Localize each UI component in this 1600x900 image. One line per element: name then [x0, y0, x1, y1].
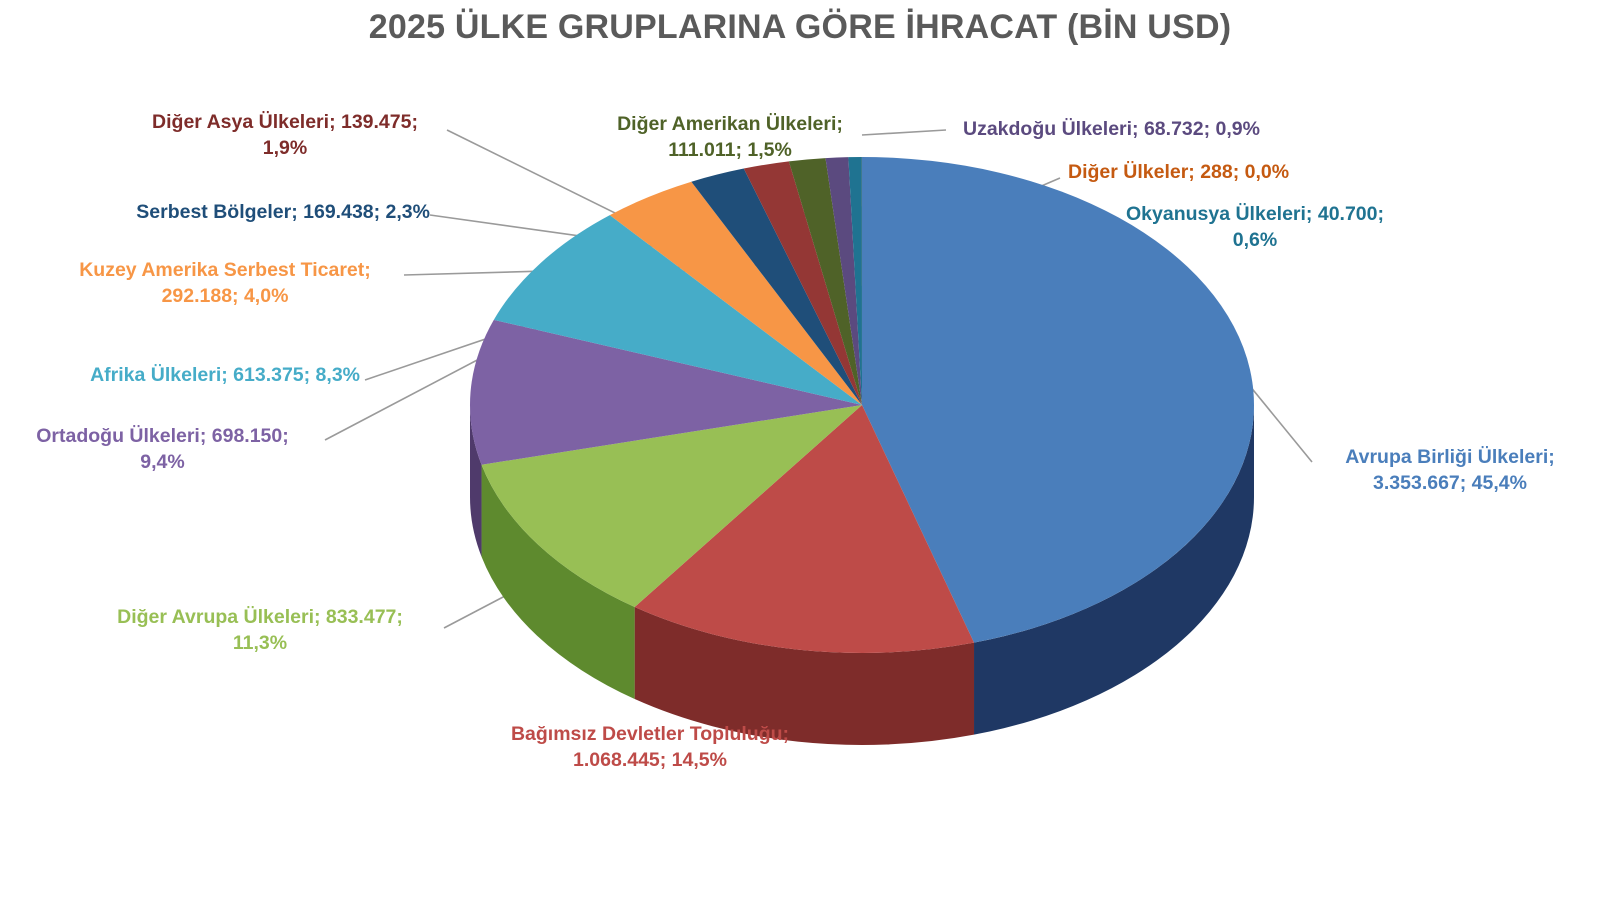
- pie-slice-3[interactable]: [470, 319, 862, 465]
- slice-label-diger-ulkeler: Diğer Ülkeler; 288; 0,0%: [1068, 161, 1290, 183]
- pie-slice-1[interactable]: [634, 405, 975, 653]
- slice-label-diger-asya-ulkeleri: Diğer Asya Ülkeleri; 139.475; 1,9%: [152, 111, 418, 159]
- pie-side-0: [974, 405, 1254, 735]
- pie-side-3: [470, 405, 482, 557]
- slice-label-afrika-ulkeleri: Afrika Ülkeleri; 613.375; 8,3%: [90, 364, 360, 386]
- slice-label-diger-amerikan-ulkeleri: Diğer Amerikan Ülkeleri; 111.011; 1,5%: [617, 113, 843, 161]
- chart-title: 2025 ÜLKE GRUPLARINA GÖRE İHRACAT (BİN U…: [368, 8, 1232, 46]
- pie-slice-10[interactable]: [848, 157, 862, 405]
- pie-top-faces: [470, 157, 1254, 653]
- pie-slice-5[interactable]: [609, 181, 862, 405]
- pie-slice-2[interactable]: [481, 405, 862, 608]
- pie-slice-7[interactable]: [743, 161, 862, 405]
- pie-side-1: [634, 607, 975, 745]
- slice-label-okyanusya-ulkeleri: Okyanusya Ülkeleri; 40.700; 0,6%: [1126, 203, 1384, 251]
- pie-side-walls: [470, 405, 1254, 745]
- pie-slice-0[interactable]: [862, 157, 1254, 643]
- slice-label-uzakdogu-ulkeleri: Uzakdoğu Ülkeleri; 68.732; 0,9%: [963, 118, 1260, 140]
- pie-slice-4[interactable]: [493, 215, 862, 405]
- slice-label-bagimsiz-devletler-toplulugu: Bağımsız Devletler Topluluğu; 1.068.445;…: [510, 723, 790, 771]
- pie-geometry: [470, 157, 1254, 745]
- pie-side-2: [481, 464, 635, 700]
- slice-label-avrupa-birligi-ulkeleri: Avrupa Birliği Ülkeleri; 3.353.667; 45,4…: [1345, 446, 1555, 494]
- pie-slice-9[interactable]: [825, 157, 862, 405]
- slice-label-kuzey-amerika-serbest-ticaret: Kuzey Amerika Serbest Ticaret; 292.188; …: [79, 259, 371, 307]
- slice-label-serbest-bolgeler: Serbest Bölgeler; 169.438; 2,3%: [136, 201, 430, 223]
- slice-label-diger-avrupa-ulkeleri: Diğer Avrupa Ülkeleri; 833.477; 11,3%: [117, 606, 403, 654]
- pie-slice-8[interactable]: [788, 158, 862, 405]
- slice-label-ortadogu-ulkeleri: Ortadoğu Ülkeleri; 698.150; 9,4%: [36, 425, 289, 473]
- pie-slice-6[interactable]: [691, 168, 862, 405]
